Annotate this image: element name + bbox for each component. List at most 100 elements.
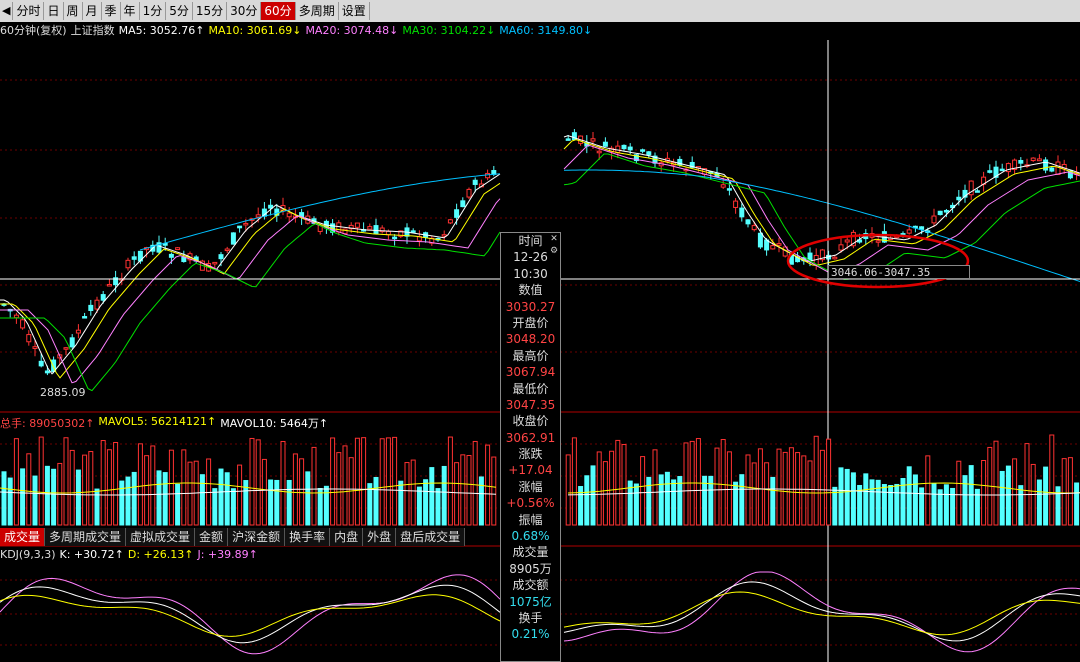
candle-body — [218, 254, 224, 260]
period-toolbar: ◀ 分时日周月季年 1分 5分 15分 30分 60分 多周期 设置 — [0, 0, 1080, 22]
amp-label: 振幅 — [518, 512, 543, 527]
volume-bar — [243, 480, 249, 526]
candle-body — [398, 230, 404, 237]
volume-bar — [125, 476, 131, 526]
high-label: 最高价 — [512, 348, 549, 363]
period-button-1[interactable]: 日 — [44, 2, 64, 20]
volume-bar — [20, 468, 26, 526]
amount-label: 成交额 — [512, 578, 549, 593]
period-button-2[interactable]: 周 — [64, 2, 83, 20]
volume-bar — [733, 481, 739, 526]
period-button-10[interactable]: 60分 — [261, 2, 296, 20]
candle-body — [751, 225, 757, 231]
period-button-0[interactable]: 分时 — [13, 2, 45, 20]
volume-bar — [888, 485, 894, 526]
total-volume: 总手: 89050302↑ — [0, 417, 95, 430]
indicator-tab-4[interactable]: 沪深金额 — [228, 528, 286, 546]
indicator-tab-2[interactable]: 虚拟成交量 — [126, 528, 196, 546]
indicator-tab-0[interactable]: 成交量 — [0, 528, 46, 546]
candle-body — [26, 334, 32, 343]
volume-bar — [454, 462, 460, 526]
period-button-6[interactable]: 1分 — [140, 2, 167, 20]
candle-body — [602, 141, 608, 147]
candle-body — [63, 347, 69, 350]
candle-body — [181, 256, 187, 263]
volume-bar — [447, 436, 453, 526]
volume-bar — [106, 449, 112, 526]
candle-body — [460, 200, 466, 208]
volume-bar — [323, 485, 329, 526]
volume-bar — [1036, 479, 1042, 526]
volume-bar — [925, 455, 931, 526]
period-button-12[interactable]: 设置 — [339, 2, 370, 20]
period-button-4[interactable]: 季 — [102, 2, 121, 20]
indicator-tab-1[interactable]: 多周期成交量 — [45, 528, 127, 546]
volume-bar — [26, 453, 32, 526]
indicator-tab-5[interactable]: 换手率 — [285, 528, 331, 546]
candle-body — [1005, 163, 1011, 173]
candle-body — [237, 225, 243, 229]
period-button-11[interactable]: 多周期 — [296, 2, 339, 20]
volume-bar — [788, 447, 794, 526]
volume-bar — [726, 451, 732, 526]
period-button-5[interactable]: 年 — [121, 2, 140, 20]
candle-body — [156, 242, 162, 253]
volume-bar — [1005, 465, 1011, 526]
volume-bar — [32, 475, 38, 526]
mavol10-value: MAVOL10: 5464万↑ — [220, 417, 329, 430]
volume-bar — [305, 471, 311, 526]
time-label: 时间 — [518, 234, 543, 248]
indicator-tab-7[interactable]: 外盘 — [363, 528, 397, 546]
volume-bar — [1061, 458, 1067, 526]
volume-bar — [962, 475, 968, 526]
kdj-d-line — [0, 591, 1080, 637]
volume-bar — [1, 471, 7, 526]
volume-bar — [956, 460, 962, 526]
volume-bar — [410, 459, 416, 526]
close-value: 3062.91 — [505, 430, 556, 445]
time-value: 10:30 — [513, 266, 548, 281]
volume-bar — [156, 470, 162, 526]
volume-legend: 总手: 89050302↑ MAVOL5: 56214121↑ MAVOL10:… — [0, 415, 328, 430]
volume-label: 成交量 — [512, 545, 549, 560]
candle-body — [776, 243, 782, 246]
collapse-arrow-icon[interactable]: ◀ — [0, 2, 14, 20]
close-icon[interactable]: ✕ — [550, 234, 558, 244]
volume-bar — [1024, 443, 1030, 526]
candle-body — [1030, 157, 1036, 161]
period-button-8[interactable]: 15分 — [193, 2, 228, 20]
candle-body — [571, 132, 577, 141]
volume-bar — [832, 486, 838, 526]
volume-bar — [857, 484, 863, 526]
volume-bar — [695, 438, 701, 526]
volume-bar — [94, 488, 100, 526]
period-button-3[interactable]: 月 — [83, 2, 102, 20]
indicator-tab-6[interactable]: 内盘 — [330, 528, 364, 546]
highlight-ellipse — [786, 233, 970, 289]
low-price-label: 2885.09 — [40, 386, 86, 399]
gear-icon[interactable]: ⚙ — [549, 246, 559, 256]
ma30-line — [0, 153, 1080, 392]
volume-bar — [826, 438, 832, 526]
volume-bar — [255, 439, 261, 526]
volume-bar — [764, 462, 770, 526]
indicator-tab-3[interactable]: 金额 — [195, 528, 229, 546]
volume-bar — [224, 472, 230, 526]
volume-bar — [261, 458, 267, 526]
volume-bar — [379, 438, 385, 526]
period-button-9[interactable]: 30分 — [227, 2, 262, 20]
ma-legend: 60分钟(复权) 上证指数 MA5: 3052.76↑ MA10: 3061.6… — [0, 23, 592, 39]
volume-bar — [664, 471, 670, 526]
indicator-tab-8[interactable]: 盘后成交量 — [396, 528, 466, 546]
volume-bar — [875, 479, 881, 526]
candle-body — [44, 370, 50, 374]
volume-bar — [708, 475, 714, 526]
ma5-value: MA5: 3052.76↑ — [118, 24, 205, 37]
volume-bar — [354, 437, 360, 526]
candle-body — [838, 244, 844, 251]
volume-value: 8905万 — [509, 561, 552, 576]
period-button-7[interactable]: 5分 — [166, 2, 193, 20]
candle-body — [726, 188, 732, 191]
volume-bar — [44, 465, 50, 526]
